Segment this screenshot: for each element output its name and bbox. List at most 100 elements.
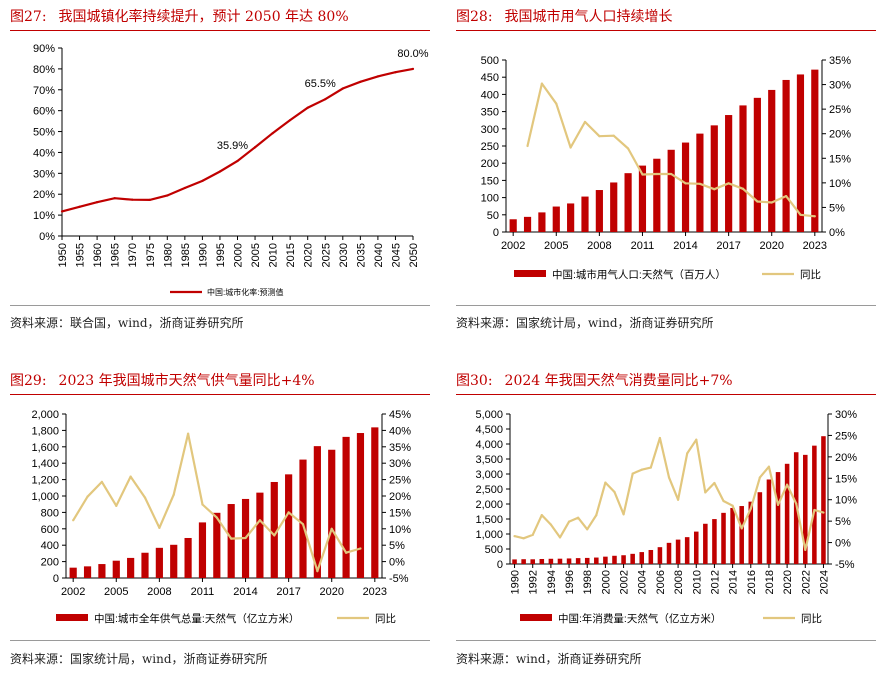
data-point [394, 71, 397, 74]
data-point [131, 198, 134, 201]
right-tick-label: 5% [835, 516, 851, 528]
title-rule [10, 394, 430, 395]
yoy-data-point [100, 480, 104, 483]
yoy-data-point [613, 490, 616, 494]
yoy-data-point [158, 526, 161, 529]
yoy-data-point [595, 514, 598, 517]
x-tick-label: 2030 [338, 243, 350, 267]
left-tick-label: 0 [497, 559, 503, 571]
y-tick-label: 0% [39, 231, 55, 243]
bar [538, 212, 546, 232]
yoy-data-point [301, 523, 305, 526]
bar [630, 553, 635, 564]
bar [748, 501, 754, 564]
title-rule [456, 394, 876, 395]
x-tick-label: 2011 [631, 240, 655, 252]
x-tick-label: 2020 [782, 570, 794, 594]
yoy-data-point [531, 533, 534, 536]
bar [638, 165, 647, 232]
panel-urbanization: 图27: 我国城镇化率持续提升，预计 2050 年达 80% 0% 10% 20% 30… [10, 6, 430, 336]
x-tick-label: 2040 [373, 243, 385, 267]
legend-label: 中国:城市化率:预测值 [207, 287, 283, 297]
bar [227, 504, 235, 578]
figure-title: 图30: 2024 年我国天然气消费量同比+7% [456, 370, 733, 390]
source-rule [456, 305, 876, 306]
y-tick-label: 60% [33, 106, 55, 118]
left-tick-label: 1,000 [31, 491, 59, 503]
right-tick-label: 45% [389, 409, 411, 421]
yoy-data-point [713, 188, 716, 191]
yoy-data-point [749, 507, 752, 510]
yoy-data-point [804, 548, 807, 551]
x-tick-label: 1998 [582, 570, 594, 594]
x-tick-label: 2045 [390, 243, 402, 267]
bar [539, 558, 545, 564]
data-point [218, 170, 222, 173]
yoy-data-point [86, 495, 89, 498]
bar [141, 552, 149, 578]
y-tick-label: 20% [33, 189, 55, 201]
data-point [183, 186, 186, 190]
yoy-data-point [622, 513, 625, 516]
data-point [253, 146, 257, 149]
x-tick-label: 2020 [759, 240, 783, 252]
x-tick-label: 2002 [61, 586, 85, 598]
bar [812, 445, 817, 564]
bar [624, 173, 632, 232]
yoy-data-point [731, 504, 734, 507]
source-note: 资料来源：国家统计局，wind，浙商证券研究所 [456, 316, 714, 330]
x-tick-label: 2005 [544, 240, 568, 252]
bar [657, 547, 663, 564]
left-tick-label: 1,000 [475, 529, 503, 541]
data-point [289, 118, 292, 122]
source-rule [456, 640, 876, 641]
legend-label: 同比 [801, 612, 822, 625]
left-tick-label: 600 [41, 524, 59, 536]
bar [739, 506, 744, 564]
data-point [271, 132, 274, 135]
x-tick-label: 1990 [510, 570, 522, 594]
bar [575, 558, 581, 564]
bar [610, 182, 618, 232]
bar [521, 559, 526, 564]
bar [557, 558, 563, 564]
yoy-data-point [215, 516, 218, 519]
yoy-data-point [727, 182, 730, 185]
x-tick-label: 2005 [104, 586, 128, 598]
yoy-data-point [670, 172, 673, 176]
data-point [341, 87, 344, 90]
source-rule [10, 305, 430, 306]
yoy-data-point [526, 144, 529, 148]
bar [523, 216, 532, 232]
y-tick-label: 80% [33, 64, 55, 76]
yoy-data-point [799, 213, 802, 216]
x-tick-label: 2002 [501, 240, 525, 252]
right-tick-label: 20% [835, 452, 857, 464]
yoy-data-point [567, 520, 571, 523]
yoy-data-point [555, 102, 558, 105]
left-tick-label: 450 [481, 72, 499, 84]
yoy-data-point [230, 537, 233, 540]
left-tick-label: 400 [481, 89, 499, 101]
x-tick-label: 2008 [673, 570, 685, 594]
left-tick-label: 3,500 [475, 454, 503, 466]
x-tick-label: 2008 [147, 586, 171, 598]
x-tick-label: 1950 [57, 243, 69, 267]
bar [98, 564, 106, 578]
yoy-data-point [795, 502, 798, 505]
x-tick-label: 2020 [303, 243, 315, 267]
bar [184, 537, 192, 578]
data-point [359, 80, 362, 83]
left-tick-label: 1,400 [31, 458, 59, 470]
gas-supply-bar-chart: 0 200 400 600 800 1,000 1,200 1,400 1,600 1,800 2,… [31, 409, 411, 625]
yoy-data-point [316, 570, 319, 573]
bar [270, 481, 278, 578]
data-point [306, 106, 309, 109]
right-tick-label: -5% [389, 573, 409, 585]
bar [782, 79, 790, 232]
right-tick-label: 30% [389, 458, 411, 470]
bar [356, 433, 365, 578]
x-tick-label: 2004 [637, 570, 649, 594]
legend-swatch-bar [520, 614, 552, 621]
x-tick-label: 2008 [587, 240, 611, 252]
